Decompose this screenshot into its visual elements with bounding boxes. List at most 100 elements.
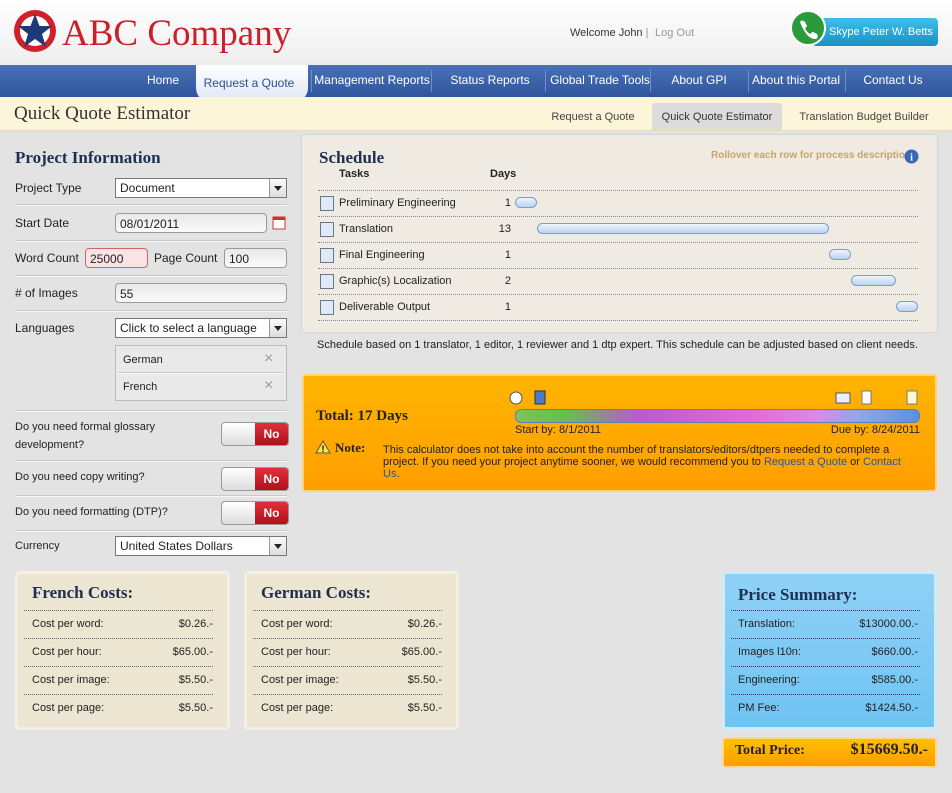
select-value: United States Dollars <box>120 539 233 553</box>
toggle-value: No <box>255 502 288 524</box>
cost-title: French Costs: <box>32 583 134 602</box>
schedule-bar <box>515 197 538 208</box>
row-separator <box>318 294 918 295</box>
column-header: Days <box>490 168 517 180</box>
timeline-bar <box>515 409 920 423</box>
cost-value: $5.50.- <box>178 702 213 714</box>
text-input[interactable]: 55 <box>115 283 287 303</box>
toggle-value: No <box>255 468 288 490</box>
subtab[interactable]: Translation Budget Builder <box>799 111 929 123</box>
welcome-text: Welcome John <box>570 27 643 39</box>
page-title: Quick Quote Estimator <box>14 103 191 124</box>
question-label: Do you need formatting (DTP)? <box>15 506 168 518</box>
task-days: 1 <box>504 249 511 261</box>
separator <box>15 275 287 277</box>
separator <box>15 410 287 412</box>
note-label: Note: <box>335 440 366 455</box>
subtab[interactable]: Quick Quote Estimator <box>661 111 773 123</box>
cost-title: German Costs: <box>261 583 372 602</box>
cost-label: Cost per word: <box>261 618 333 630</box>
row-separator <box>24 638 213 639</box>
language-item: German <box>123 354 163 366</box>
welcome: Welcome John | <box>570 27 649 39</box>
cost-value: $0.26.- <box>407 618 442 630</box>
question-label: Do you need formal glossary development? <box>15 421 156 451</box>
row-separator <box>253 666 442 667</box>
timeline-icons <box>509 390 918 405</box>
row-separator <box>24 666 213 667</box>
total-days: Total: 17 Days <box>316 408 408 424</box>
nav-bar <box>0 65 952 97</box>
select[interactable]: United States Dollars <box>115 536 287 556</box>
nav-item[interactable]: Status Reports <box>450 73 530 87</box>
separator <box>118 372 284 374</box>
question-label: Do you need copy writing? <box>15 471 145 483</box>
svg-text:i: i <box>910 153 913 164</box>
subheader <box>0 97 952 131</box>
remove-icon[interactable]: × <box>264 350 274 367</box>
cost-value: $65.00.- <box>172 646 213 658</box>
remove-icon[interactable]: × <box>264 377 274 394</box>
row-separator <box>253 638 442 639</box>
summary-value: $585.00.- <box>871 674 918 686</box>
task-name: Final Engineering <box>339 249 425 261</box>
cost-panel <box>15 571 230 730</box>
task-days: 1 <box>504 197 511 209</box>
cost-value: $5.50.- <box>407 674 442 686</box>
text-input[interactable]: 25000 <box>85 248 148 268</box>
nav-item[interactable]: Home <box>146 73 180 87</box>
field-label: # of Images <box>15 286 78 300</box>
due-date: Due by: 8/24/2011 <box>830 424 920 436</box>
nav-item[interactable]: Global Trade Tools <box>550 73 650 87</box>
summary-label: Engineering: <box>738 674 800 686</box>
nav-item[interactable]: About GPI <box>671 73 727 87</box>
row-separator <box>253 694 442 695</box>
nav-item[interactable]: Contact Us <box>863 73 923 87</box>
hint: Rollover each row for process descriptio… <box>711 150 912 161</box>
info-icon[interactable]: i <box>904 149 919 164</box>
task-name: Deliverable Output <box>339 301 431 313</box>
select[interactable]: Document <box>115 178 287 198</box>
subtab[interactable]: Request a Quote <box>551 111 635 123</box>
row-separator <box>731 638 920 639</box>
logo <box>14 10 56 52</box>
calendar-icon[interactable] <box>272 215 286 230</box>
text-input[interactable]: 100 <box>224 248 287 268</box>
company-name: ABC Company <box>62 13 292 54</box>
separator <box>15 530 287 532</box>
task-icon <box>320 274 334 289</box>
task-days: 1 <box>504 301 511 313</box>
note-text: . <box>396 468 400 480</box>
language-item: French <box>123 381 158 393</box>
skype-icon <box>790 10 826 46</box>
note: This calculator does not take into accou… <box>383 444 918 480</box>
task-days: 2 <box>504 275 511 287</box>
field-label: Currency <box>15 540 60 552</box>
row-separator <box>731 694 920 695</box>
row-separator <box>253 610 442 611</box>
toggle[interactable]: No <box>221 422 289 446</box>
link[interactable]: Request a Quote <box>763 456 848 468</box>
nav-item[interactable]: Request a Quote <box>203 76 295 90</box>
section-title: Project Information <box>15 148 161 167</box>
link[interactable]: Contact Us <box>383 456 901 480</box>
nav-item[interactable]: Management Reports <box>314 73 430 87</box>
summary-value: $660.00.- <box>871 646 918 658</box>
date-input[interactable]: 08/01/2011 <box>115 213 267 233</box>
row-separator <box>318 242 918 243</box>
task-icon <box>320 300 334 315</box>
toggle[interactable]: No <box>221 501 289 525</box>
select-value: Click to select a language <box>120 321 257 335</box>
cost-label: Cost per hour: <box>32 646 102 658</box>
select-value: Document <box>120 181 175 195</box>
note-text: or <box>850 456 860 468</box>
cost-label: Cost per page: <box>261 702 334 714</box>
toggle[interactable]: No <box>221 467 289 491</box>
schedule-bar <box>851 275 896 286</box>
nav-item[interactable]: About this Portal <box>751 73 841 87</box>
nav-active-tab <box>196 65 308 102</box>
select[interactable]: Click to select a language <box>115 318 287 338</box>
skype-button[interactable] <box>812 18 938 46</box>
logout-link[interactable]: Log Out <box>655 27 695 39</box>
